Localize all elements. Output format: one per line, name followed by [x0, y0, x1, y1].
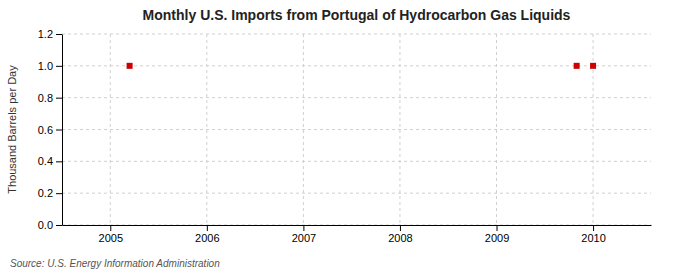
tick-mark — [593, 225, 594, 231]
grid-line — [62, 65, 651, 66]
plot: 2005 2006 2007 2008 2009 2010 0.0 0.2 0.4 0.6 0.8 1… — [38, 28, 652, 244]
tick-mark — [56, 225, 62, 226]
tick-label: 0.2 — [38, 187, 53, 199]
grid-line — [62, 34, 651, 35]
tick-label: 0.8 — [38, 92, 53, 104]
tick-mark — [56, 98, 62, 99]
tick-mark — [400, 225, 401, 231]
tick: 2008 — [388, 225, 412, 244]
tick-label: 1.2 — [38, 28, 53, 40]
tick: 2006 — [195, 225, 219, 244]
grid-line — [62, 193, 651, 194]
tick-label: 0.0 — [38, 219, 53, 231]
grid-line — [62, 161, 651, 162]
grid-line — [62, 225, 651, 226]
tick-label: 2007 — [292, 232, 316, 244]
tick-label: 0.6 — [38, 124, 53, 136]
tick: 0.4 — [38, 155, 62, 167]
marks — [127, 63, 596, 69]
tick: 2005 — [99, 225, 123, 244]
point — [590, 63, 596, 69]
tick-label: 2006 — [195, 232, 219, 244]
tick-label: 2010 — [581, 232, 605, 244]
grid-line — [62, 97, 651, 98]
title: Monthly U.S. Imports from Portugal of Hy… — [143, 7, 571, 23]
tick-label: 2008 — [388, 232, 412, 244]
tick: 2010 — [581, 225, 605, 244]
point — [127, 63, 133, 69]
tick: 0.2 — [38, 187, 62, 199]
tick: 2009 — [485, 225, 509, 244]
y-axis: 0.0 0.2 0.4 0.6 0.8 1.0 1.2 — [38, 28, 63, 231]
tick: 1.2 — [38, 28, 62, 40]
tick: 0.6 — [38, 124, 62, 136]
tick: 2007 — [292, 225, 316, 244]
tick-label: 0.4 — [38, 155, 53, 167]
grid — [62, 34, 651, 225]
tick-label: 1.0 — [38, 60, 53, 72]
tick-mark — [303, 225, 304, 231]
axis-line — [62, 35, 63, 226]
tick: 0.0 — [38, 219, 62, 231]
tick: 0.8 — [38, 92, 62, 104]
tick-mark — [56, 66, 62, 67]
tick-mark — [207, 225, 208, 231]
grid-line — [62, 129, 651, 130]
tick: 1.0 — [38, 60, 62, 72]
annotation: Source: U.S. Energy Information Administ… — [10, 258, 220, 269]
axis-line — [63, 225, 652, 226]
tick-mark — [56, 193, 62, 194]
tick-mark — [56, 161, 62, 162]
tick-label: 2009 — [485, 232, 509, 244]
x-axis: 2005 2006 2007 2008 2009 2010 — [63, 225, 652, 244]
tick-mark — [110, 225, 111, 231]
chart: 2005 2006 2007 2008 2009 2010 0.0 0.2 0.4 0.6 0.8 1… — [0, 0, 675, 275]
y-axis-label: Thousand Barrels per Day — [6, 65, 18, 194]
point — [574, 63, 580, 69]
tick-mark — [56, 130, 62, 131]
tick-mark — [497, 225, 498, 231]
tick-label: 2005 — [99, 232, 123, 244]
tick-mark — [56, 34, 62, 35]
